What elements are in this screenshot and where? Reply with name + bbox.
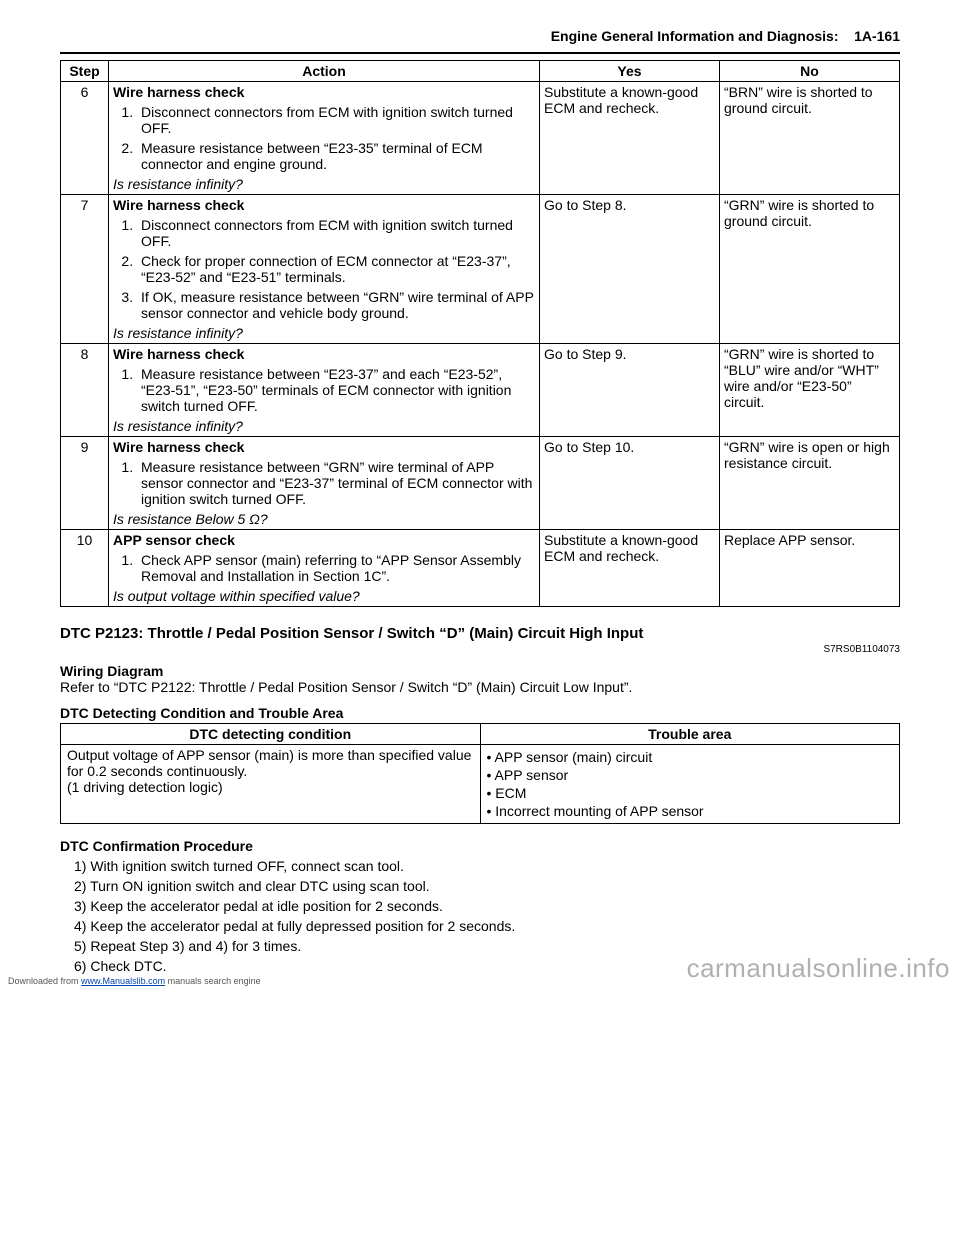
footer-suffix: manuals search engine: [165, 976, 261, 986]
proc-step: 5) Repeat Step 3) and 4) for 3 times.: [74, 938, 900, 954]
no-cell: “GRN” wire is open or high resistance ci…: [720, 437, 900, 530]
header-page: 1A-161: [854, 28, 900, 44]
action-step-item: Measure resistance between “E23-37” and …: [137, 366, 535, 414]
trouble-item: APP sensor (main) circuit: [487, 749, 894, 765]
action-question: Is resistance infinity?: [113, 176, 535, 192]
action-question: Is resistance Below 5 Ω?: [113, 511, 535, 527]
wiring-text: Refer to “DTC P2122: Throttle / Pedal Po…: [60, 679, 900, 695]
step-cell: 10: [61, 530, 109, 607]
cond-text1: Output voltage of APP sensor (main) is m…: [67, 747, 471, 779]
th-cond: DTC detecting condition: [61, 724, 481, 745]
action-step-item: Disconnect connectors from ECM with igni…: [137, 217, 535, 249]
action-title: APP sensor check: [113, 532, 535, 548]
no-cell: “BRN” wire is shorted to ground circuit.: [720, 82, 900, 195]
step-cell: 6: [61, 82, 109, 195]
action-question: Is resistance infinity?: [113, 325, 535, 341]
table-row: 9Wire harness check Measure resistance be…: [61, 437, 900, 530]
action-step-item: Measure resistance between “GRN” wire te…: [137, 459, 535, 507]
trouble-item: APP sensor: [487, 767, 894, 783]
action-step-item: Measure resistance between “E23-35” term…: [137, 140, 535, 172]
proc-step: 2) Turn ON ignition switch and clear DTC…: [74, 878, 900, 894]
proc-step: 1) With ignition switch turned OFF, conn…: [74, 858, 900, 874]
cond-cell: Output voltage of APP sensor (main) is m…: [61, 745, 481, 824]
cond-text2: (1 driving detection logic): [67, 779, 223, 795]
table-row: 8Wire harness check Measure resistance be…: [61, 344, 900, 437]
th-trouble: Trouble area: [480, 724, 900, 745]
table-row: 10APP sensor check Check APP sensor (main…: [61, 530, 900, 607]
action-step-item: Check APP sensor (main) referring to “AP…: [137, 552, 535, 584]
th-action: Action: [109, 61, 540, 82]
diagnostic-table: Step Action Yes No 6Wire harness checkDi…: [60, 60, 900, 607]
dtc-title: DTC P2123: Throttle / Pedal Position Sen…: [60, 625, 900, 642]
step-cell: 9: [61, 437, 109, 530]
no-cell: Replace APP sensor.: [720, 530, 900, 607]
action-steps: Check APP sensor (main) referring to “AP…: [137, 552, 535, 584]
trouble-table: DTC detecting condition Trouble area Out…: [60, 723, 900, 824]
th-yes: Yes: [540, 61, 720, 82]
yes-cell: Substitute a known-good ECM and recheck.: [540, 530, 720, 607]
action-cell: Wire harness check Measure resistance bet…: [109, 344, 540, 437]
yes-cell: Substitute a known-good ECM and recheck.: [540, 82, 720, 195]
action-title: Wire harness check: [113, 439, 535, 455]
action-cell: Wire harness check Measure resistance bet…: [109, 437, 540, 530]
no-cell: “GRN” wire is shorted to ground circuit.: [720, 195, 900, 344]
cond-title: DTC Detecting Condition and Trouble Area: [60, 705, 900, 721]
action-cell: Wire harness check Disconnect connectors …: [109, 82, 540, 195]
header-title: Engine General Information and Diagnosis…: [551, 28, 839, 44]
action-steps: Measure resistance between “E23-37” and …: [137, 366, 535, 414]
dtc-ref: S7RS0B1104073: [60, 644, 900, 655]
proc-step: 3) Keep the accelerator pedal at idle po…: [74, 898, 900, 914]
proc-title: DTC Confirmation Procedure: [60, 838, 900, 854]
yes-cell: Go to Step 10.: [540, 437, 720, 530]
th-step: Step: [61, 61, 109, 82]
footer: Downloaded from www.Manualslib.com manua…: [8, 976, 261, 986]
action-step-item: Disconnect connectors from ECM with igni…: [137, 104, 535, 136]
action-step-item: Check for proper connection of ECM conne…: [137, 253, 535, 285]
footer-prefix: Downloaded from: [8, 976, 81, 986]
action-title: Wire harness check: [113, 197, 535, 213]
footer-link[interactable]: www.Manualslib.com: [81, 976, 165, 986]
action-cell: APP sensor check Check APP sensor (main) …: [109, 530, 540, 607]
step-cell: 8: [61, 344, 109, 437]
action-question: Is output voltage within specified value…: [113, 588, 535, 604]
action-title: Wire harness check: [113, 346, 535, 362]
trouble-item: ECM: [487, 785, 894, 801]
action-steps: Measure resistance between “GRN” wire te…: [137, 459, 535, 507]
no-cell: “GRN” wire is shorted to “BLU” wire and/…: [720, 344, 900, 437]
action-steps: Disconnect connectors from ECM with igni…: [137, 217, 535, 321]
proc-step: 4) Keep the accelerator pedal at fully d…: [74, 918, 900, 934]
step-cell: 7: [61, 195, 109, 344]
yes-cell: Go to Step 8.: [540, 195, 720, 344]
action-question: Is resistance infinity?: [113, 418, 535, 434]
watermark: carmanualsonline.info: [687, 953, 950, 984]
action-step-item: If OK, measure resistance between “GRN” …: [137, 289, 535, 321]
yes-cell: Go to Step 9.: [540, 344, 720, 437]
action-title: Wire harness check: [113, 84, 535, 100]
wiring-title: Wiring Diagram: [60, 663, 900, 679]
table-row: 6Wire harness check Disconnect connectors…: [61, 82, 900, 195]
trouble-item: Incorrect mounting of APP sensor: [487, 803, 894, 819]
action-cell: Wire harness check Disconnect connectors …: [109, 195, 540, 344]
th-no: No: [720, 61, 900, 82]
action-steps: Disconnect connectors from ECM with igni…: [137, 104, 535, 172]
header-rule: [60, 52, 900, 54]
table-row: 7Wire harness check Disconnect connectors…: [61, 195, 900, 344]
trouble-cell: APP sensor (main) circuit APP sensor ECM In…: [480, 745, 900, 824]
